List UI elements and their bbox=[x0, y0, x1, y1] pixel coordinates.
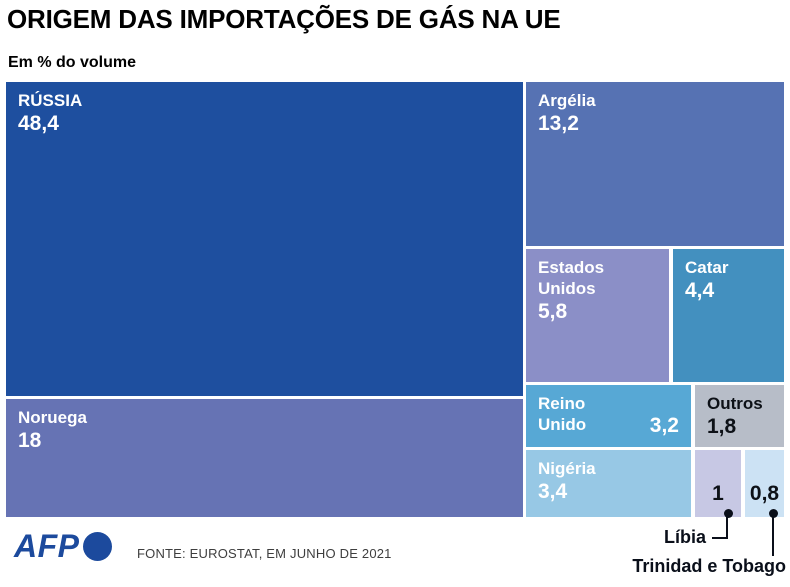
block-value: 3,2 bbox=[649, 414, 679, 437]
afp-circle-icon bbox=[82, 531, 112, 561]
treemap-block-estados-unidos: Estados Unidos 5,8 bbox=[526, 249, 669, 382]
source-credit: FONTE: EUROSTAT, EM JUNHO DE 2021 bbox=[137, 546, 392, 561]
block-value: 18 bbox=[18, 429, 42, 452]
page-title: ORIGEM DAS IMPORTAÇÕES DE GÁS NA UE bbox=[7, 4, 561, 34]
block-label: Noruega bbox=[18, 408, 87, 427]
block-value: 48,4 bbox=[18, 112, 59, 135]
afp-logo-text: AFP bbox=[14, 528, 80, 564]
treemap-block-libia: 1 bbox=[695, 450, 741, 517]
block-value: 1 bbox=[712, 482, 724, 505]
treemap-block-outros: Outros 1,8 bbox=[695, 385, 784, 447]
block-value: 1,8 bbox=[707, 415, 737, 438]
treemap-block-russia: RÚSSIA 48,4 bbox=[6, 82, 523, 396]
block-label: Estados Unidos bbox=[538, 258, 605, 298]
block-value: 5,8 bbox=[538, 300, 568, 323]
block-label: Outros bbox=[707, 394, 763, 413]
callout-line-libia-horizontal bbox=[712, 537, 728, 539]
block-label: Reino Unido bbox=[538, 394, 587, 434]
callout-dot-trinidad bbox=[769, 509, 778, 518]
callout-dot-libia bbox=[724, 509, 733, 518]
treemap-block-reino-unido: Reino Unido 3,2 bbox=[526, 385, 691, 447]
treemap-block-nigeria: Nigéria 3,4 bbox=[526, 450, 691, 517]
block-label: Nigéria bbox=[538, 459, 596, 478]
callout-line-trinidad-vertical bbox=[772, 515, 774, 556]
callout-label-trinidad-tobago: Trinidad e Tobago bbox=[632, 556, 786, 576]
block-value: 3,4 bbox=[538, 480, 568, 503]
block-label: Catar bbox=[685, 258, 729, 277]
chart-unit-subtitle: Em % do volume bbox=[8, 54, 137, 71]
callout-label-libia: Líbia bbox=[663, 527, 706, 547]
block-value: 13,2 bbox=[538, 112, 579, 135]
treemap-block-argelia: Argélia 13,2 bbox=[526, 82, 784, 246]
afp-logo: AFP bbox=[14, 530, 112, 562]
treemap-block-trinidad-tobago: 0,8 bbox=[745, 450, 784, 517]
block-label: Argélia bbox=[538, 91, 596, 110]
treemap-block-noruega: Noruega 18 bbox=[6, 399, 523, 517]
block-value: 4,4 bbox=[685, 279, 715, 302]
block-value: 0,8 bbox=[749, 482, 780, 505]
treemap-block-catar: Catar 4,4 bbox=[673, 249, 784, 382]
callout-line-libia-vertical bbox=[726, 515, 728, 539]
block-label: RÚSSIA bbox=[18, 91, 83, 110]
treemap: RÚSSIA 48,4 Noruega 18 Argélia 13,2 Esta… bbox=[6, 82, 784, 517]
